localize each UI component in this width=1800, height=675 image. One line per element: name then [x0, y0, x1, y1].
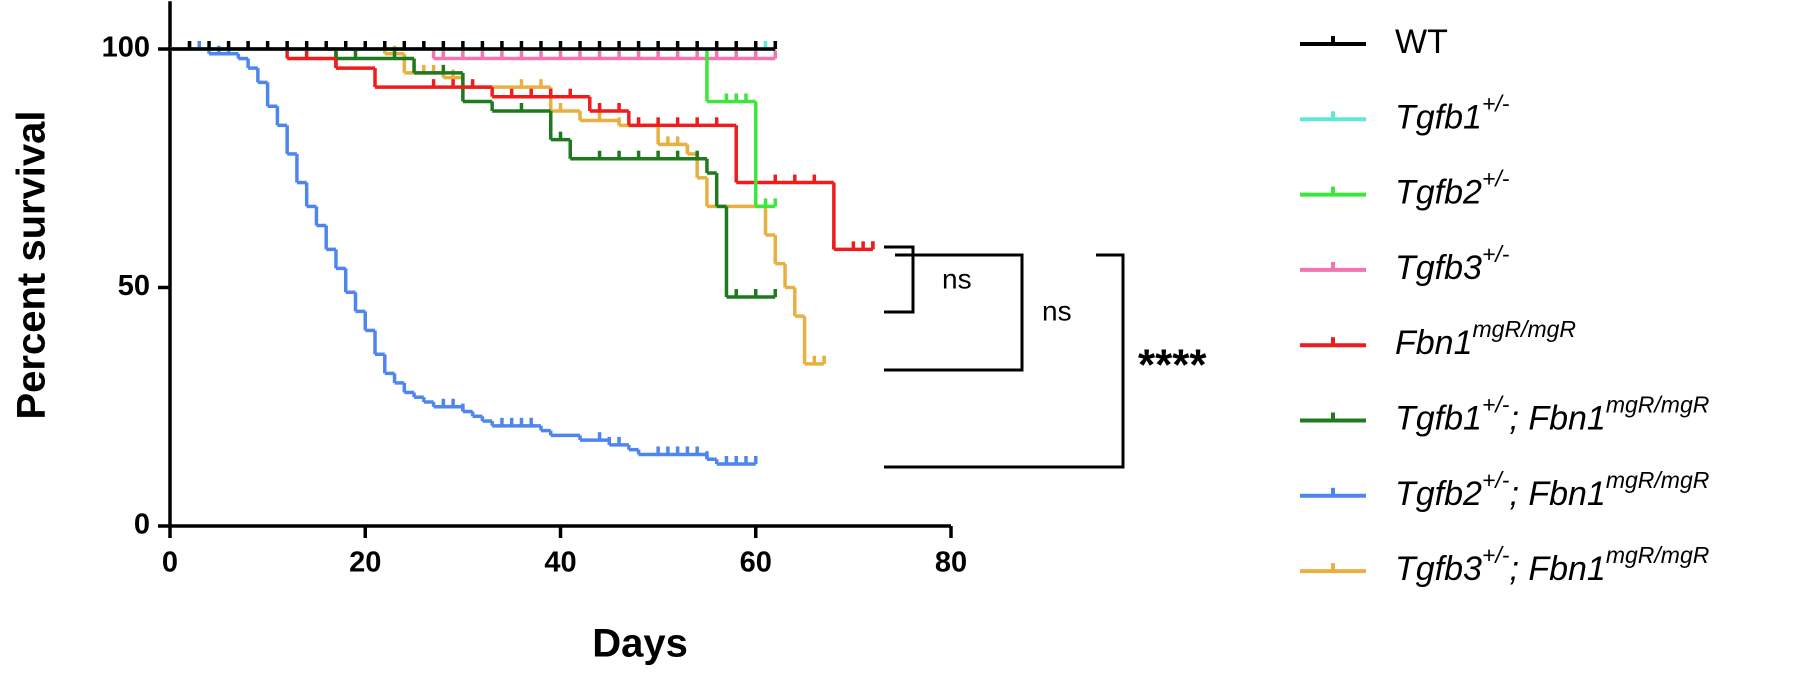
legend-label: Fbn1mgR/mgR — [1395, 316, 1576, 362]
legend-label-sup: +/- — [1482, 166, 1510, 192]
x-tick-label: 40 — [544, 547, 576, 579]
legend-item: Tgfb2+/-; Fbn1mgR/mgR — [1300, 467, 1709, 513]
legend-label-text: Tgfb1 — [1395, 98, 1482, 136]
legend-label-text: ; Fbn1 — [1509, 399, 1605, 437]
legend-label-sup: +/- — [1482, 467, 1510, 493]
annotation: ns — [1042, 295, 1072, 326]
legend-label-text: ; Fbn1 — [1509, 475, 1605, 513]
annotation: ns — [942, 263, 972, 294]
legend-label: Tgfb2+/- — [1395, 166, 1510, 212]
legend-label-text: Tgfb1 — [1395, 399, 1482, 437]
legend-item: WT — [1300, 23, 1448, 61]
y-tick-label: 0 — [134, 509, 150, 541]
legend-label-sup: +/- — [1482, 542, 1510, 568]
annotation: **** — [1138, 341, 1207, 390]
legend-item: Tgfb1+/-; Fbn1mgR/mgR — [1300, 392, 1709, 438]
legend-label: Tgfb1+/- — [1395, 90, 1510, 136]
legend-label: Tgfb3+/- — [1395, 241, 1510, 287]
survival-curve — [170, 41, 778, 51]
legend-label-text: WT — [1395, 23, 1448, 61]
legend-label-text: Tgfb2 — [1395, 475, 1482, 513]
bracket — [884, 245, 915, 314]
legend-label: Tgfb1+/-; Fbn1mgR/mgR — [1395, 392, 1709, 438]
survival-curve — [170, 47, 875, 252]
legend-item: Fbn1mgR/mgR — [1300, 316, 1576, 362]
survival-curve — [170, 47, 778, 209]
legend-label-text: Tgfb3 — [1395, 249, 1482, 287]
legend-item: Tgfb2+/- — [1300, 166, 1510, 212]
legend-label-text: Tgfb2 — [1395, 174, 1482, 212]
survival-curve — [170, 41, 758, 466]
legend-item: Tgfb3+/-; Fbn1mgR/mgR — [1300, 542, 1709, 588]
y-tick-label: 50 — [118, 270, 150, 302]
legend-label-sup: mgR/mgR — [1606, 467, 1710, 493]
legend-label-sup: +/- — [1482, 241, 1510, 267]
x-axis-title: Days — [592, 622, 688, 666]
x-tick-label: 60 — [740, 547, 772, 579]
legend-label-sup: mgR/mgR — [1606, 392, 1710, 418]
legend-label-sup: +/- — [1482, 90, 1510, 116]
legend-label: Tgfb2+/-; Fbn1mgR/mgR — [1395, 467, 1709, 513]
legend-label-text: ; Fbn1 — [1509, 550, 1605, 588]
legend-label-text: Tgfb3 — [1395, 550, 1482, 588]
legend-label: WT — [1395, 23, 1448, 61]
y-tick-label: 100 — [102, 32, 150, 64]
bracket — [884, 253, 1024, 372]
legend-label: Tgfb3+/-; Fbn1mgR/mgR — [1395, 542, 1709, 588]
legend-label-sup: mgR/mgR — [1473, 316, 1577, 342]
y-axis-title: Percent survival — [10, 110, 54, 419]
legend-item: Tgfb3+/- — [1300, 241, 1510, 287]
x-tick-label: 80 — [935, 547, 967, 579]
significance-brackets — [884, 245, 1125, 469]
legend-label-sup: mgR/mgR — [1606, 542, 1710, 568]
legend-item: Tgfb1+/- — [1300, 90, 1510, 136]
x-tick-label: 0 — [162, 547, 178, 579]
legend-label-text: Fbn1 — [1395, 324, 1473, 362]
bracket — [884, 253, 1125, 469]
x-tick-label: 20 — [349, 547, 381, 579]
legend-label-sup: +/- — [1482, 392, 1510, 418]
